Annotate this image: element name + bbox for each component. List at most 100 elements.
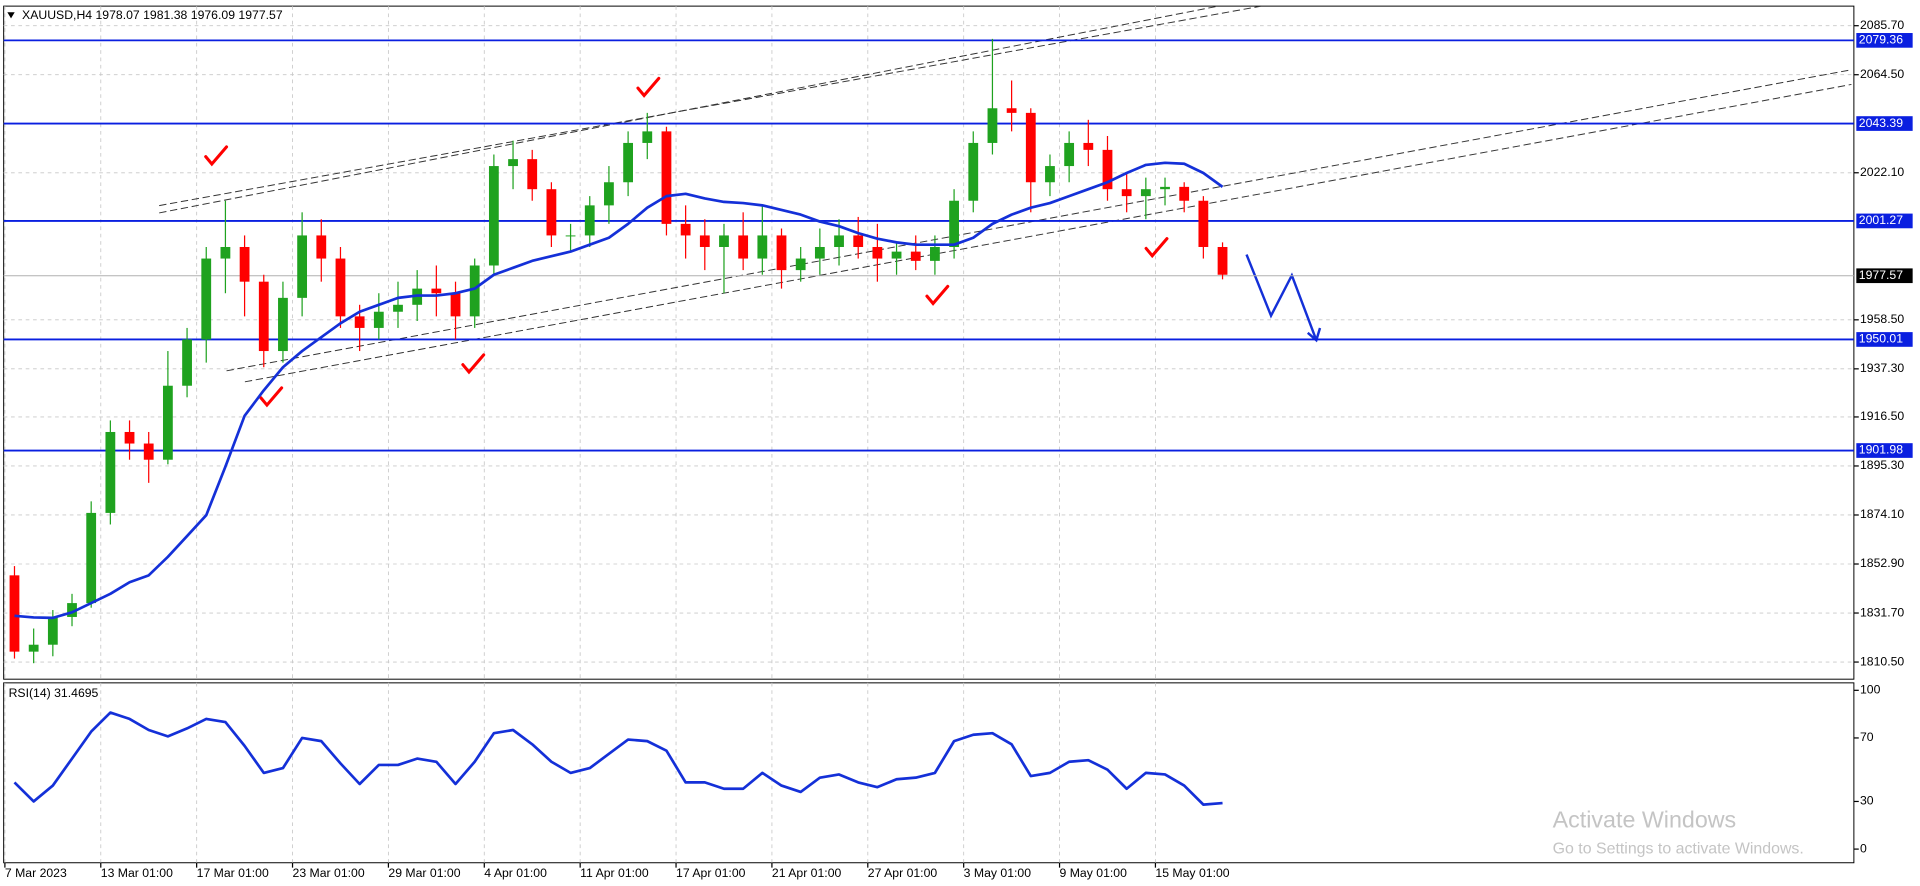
candle-body [795,258,806,271]
candle-body [891,251,902,259]
candle-body [968,142,979,201]
watermark-title: Activate Windows [1553,806,1737,832]
check-mark [925,284,950,306]
candle-body [469,265,480,317]
menu-arrow [7,12,15,19]
candle-body [661,131,672,224]
y-tick-label: 30 [1860,794,1874,808]
check-mark [204,145,229,167]
candle-body [680,223,691,236]
x-tick-label: 13 Mar 01:00 [101,866,173,880]
x-tick-label: 11 Apr 01:00 [580,866,649,880]
y-tick-label: 1831.70 [1860,605,1904,619]
candle-body [335,258,346,317]
candle-body [297,235,308,298]
channel-line [244,83,1852,383]
level-label: 1950.01 [1859,332,1903,346]
x-tick-label: 9 May 01:00 [1060,866,1128,880]
candle-body [1121,189,1132,197]
candle-body [776,235,787,271]
candle-body [604,182,614,206]
grid [3,6,1854,863]
watermark-subtitle: Go to Settings to activate Windows. [1553,840,1804,857]
candle-body [1198,200,1209,247]
candle-body [105,431,116,513]
candle-body [373,311,384,328]
candle-body [1083,142,1094,150]
chart-title: XAUUSD,H4 1978.07 1981.38 1976.09 1977.5… [22,8,283,22]
candle-body [910,251,921,261]
candle-body [182,339,192,386]
candle-body [642,131,653,143]
rsi-panel [3,682,1855,864]
candle-body [1006,108,1017,113]
x-tick-label: 3 May 01:00 [964,866,1032,880]
candle-body [239,246,250,282]
candle-body [508,159,518,167]
candle-body [1102,149,1113,190]
x-tick-label: 7 Mar 2023 [5,866,67,880]
candle-body [872,246,883,259]
candle-body [814,246,825,259]
candle-body [1217,246,1228,275]
candle-body [738,235,749,259]
x-tick-label: 15 May 01:00 [1155,866,1229,880]
candle-body [930,246,940,261]
y-tick-label: 1895.30 [1860,458,1904,472]
candle-body [278,297,288,352]
y-tick-label: 1852.90 [1860,556,1904,570]
y-tick-label: 1958.50 [1860,312,1904,326]
candle-body [47,616,58,645]
candle-body [86,512,97,604]
candle-body [1045,166,1055,183]
level-label: 1901.98 [1859,443,1903,457]
candle-body [546,189,557,236]
candle-body [9,575,20,652]
x-tick-label: 4 Apr 01:00 [484,866,547,880]
indicator-line [13,711,1223,806]
y-tick-label: 1810.50 [1860,654,1904,668]
last-price-label: 1977.57 [1859,268,1903,282]
level-label-box [1856,332,1913,347]
x-tick-label: 17 Apr 01:00 [676,866,746,880]
candle-body [699,235,710,247]
level-label: 2043.39 [1859,116,1903,130]
y-tick-label: 1874.10 [1860,507,1904,521]
candle-body [143,443,154,460]
y-tick-label: 70 [1860,730,1874,744]
y-tick-label: 2085.70 [1860,18,1904,32]
candle-body [393,304,403,312]
candle-body [757,235,768,259]
y-tick-label: 1916.50 [1860,409,1904,423]
candle-body [354,316,365,328]
level-label-box [1856,116,1913,131]
level-label-box [1856,33,1913,48]
check-mark [461,353,486,375]
candle-body [162,385,173,460]
candle-body [1064,142,1075,167]
y-tick-label: 1937.30 [1860,361,1904,375]
indicator-line [14,161,1224,620]
level-label-box [1856,443,1913,458]
y-tick-label: 100 [1860,683,1881,697]
y-tick-label: 2022.10 [1860,165,1904,179]
candle-body [450,293,461,317]
candle-body [853,235,864,247]
x-tick-label: 21 Apr 01:00 [772,866,842,880]
check-marks [204,76,1169,408]
candle-body [220,246,231,259]
rsi-title: RSI(14) 31.4695 [9,686,99,700]
candle-body [987,108,998,143]
candle-body [565,235,576,237]
price-panel [3,5,1855,680]
candle-body [949,200,959,247]
candle-body [1179,186,1190,201]
candle-body [527,159,538,190]
check-mark [636,76,661,98]
level-label: 2001.27 [1859,213,1903,227]
x-tick-label: 17 Mar 01:00 [197,866,269,880]
candle-body [623,142,633,183]
candle-body [1160,186,1170,190]
candle-body [258,281,269,352]
